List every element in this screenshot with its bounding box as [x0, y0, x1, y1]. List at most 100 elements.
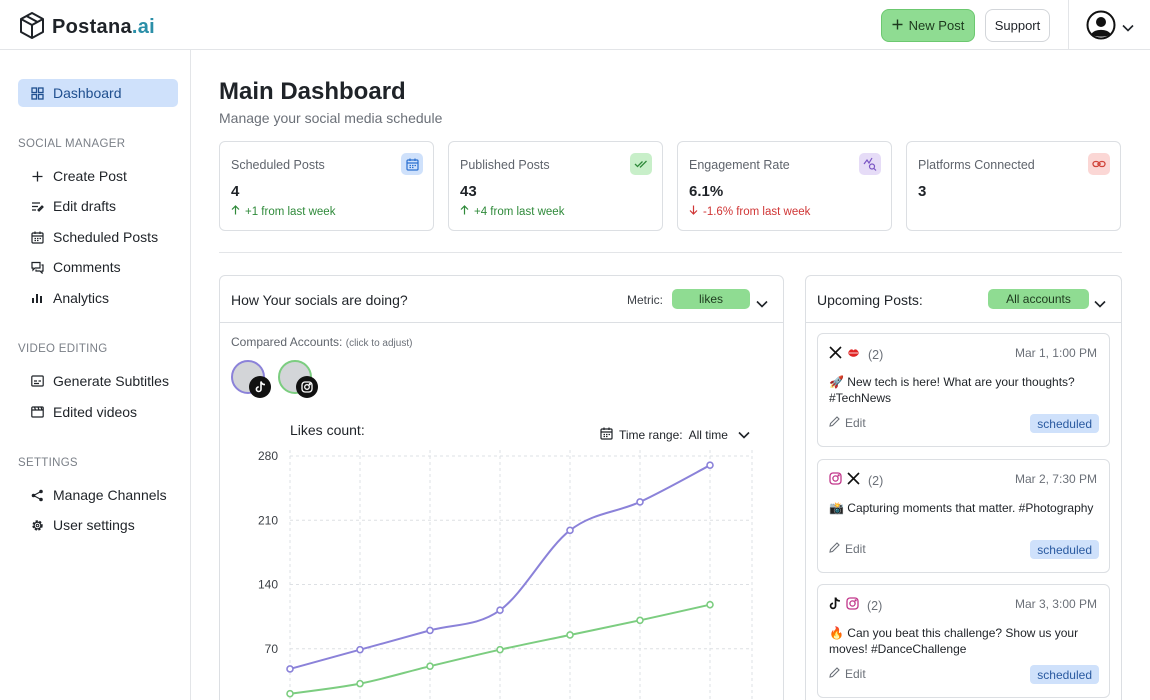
sidebar-item-label: Analytics — [53, 290, 110, 306]
accounts-filter-select[interactable]: All accounts — [988, 289, 1089, 309]
comments-icon — [30, 260, 44, 274]
post-account-count: (2) — [868, 474, 884, 488]
sidebar-item-generate-subtitles[interactable]: Generate Subtitles — [18, 367, 178, 395]
pencil-icon — [829, 542, 840, 556]
series-point-0 — [706, 461, 714, 469]
sidebar-item-user-settings[interactable]: User settings — [18, 511, 178, 539]
metric-label: Metric: — [627, 293, 663, 307]
series-point-0 — [496, 606, 504, 614]
chevron-down-icon[interactable] — [1094, 295, 1106, 313]
x-icon — [847, 472, 860, 490]
plus-icon — [30, 169, 44, 183]
sidebar-item-dashboard[interactable]: Dashboard — [18, 79, 178, 107]
section-divider — [219, 252, 1122, 253]
stat-label: Platforms Connected — [918, 158, 1035, 172]
sidebar-item-create-post[interactable]: Create Post — [18, 162, 178, 190]
sidebar-section-video: VIDEO EDITING — [18, 343, 108, 355]
series-point-1 — [286, 689, 294, 698]
plus-icon — [892, 18, 903, 33]
series-point-1 — [426, 662, 434, 670]
tiktok-icon — [829, 597, 841, 615]
sidebar-item-manage-channels[interactable]: Manage Channels — [18, 481, 178, 509]
post-account-count: (2) — [868, 348, 884, 362]
chevron-down-icon — [738, 428, 750, 442]
sidebar: Dashboard SOCIAL MANAGER Create Post Edi… — [0, 50, 191, 700]
likes-line-chart: 280 210 140 70 — [258, 449, 753, 700]
stat-label: Engagement Rate — [689, 158, 790, 172]
arrow-up-icon — [460, 205, 469, 218]
sidebar-item-comments[interactable]: Comments — [18, 253, 178, 281]
box-logo-icon — [18, 11, 46, 44]
stat-label: Published Posts — [460, 158, 550, 172]
post-edit-button[interactable]: Edit — [829, 667, 866, 681]
post-platforms: (2) — [829, 346, 883, 364]
post-account-count: (2) — [867, 599, 883, 613]
brand-logo[interactable]: Postana.ai — [18, 11, 155, 44]
sidebar-item-label: Manage Channels — [53, 487, 167, 503]
user-menu[interactable] — [1086, 10, 1134, 45]
double-check-icon — [630, 153, 652, 175]
support-button[interactable]: Support — [985, 9, 1050, 42]
time-range-label: Time range: — [619, 428, 683, 442]
tiktok-icon — [249, 376, 271, 398]
post-text: 📸 Capturing moments that matter. #Photog… — [829, 501, 1094, 515]
post-text: 🚀 New tech is here! What are your though… — [829, 375, 1075, 405]
post-edit-button[interactable]: Edit — [829, 416, 866, 430]
series-point-0 — [636, 498, 644, 506]
performance-panel: How Your socials are doing? Metric: like… — [219, 275, 784, 700]
post-card[interactable]: (2) Mar 3, 3:00 PM 🔥 Can you beat this c… — [817, 584, 1110, 698]
sidebar-item-scheduled-posts[interactable]: Scheduled Posts — [18, 223, 178, 251]
series-point-1 — [636, 616, 644, 625]
stat-value: 4 — [231, 183, 240, 200]
status-badge: scheduled — [1030, 414, 1099, 433]
calendar-icon — [401, 153, 423, 175]
post-card[interactable]: (2) Mar 1, 1:00 PM 🚀 New tech is here! W… — [817, 333, 1110, 447]
sidebar-item-label: Edited videos — [53, 404, 138, 420]
lips-icon — [847, 346, 860, 364]
sidebar-item-edit-drafts[interactable]: Edit drafts — [18, 192, 178, 220]
stat-value: 43 — [460, 183, 477, 200]
chevron-down-icon[interactable] — [756, 295, 768, 313]
pencil-icon — [829, 416, 840, 430]
post-edit-button[interactable]: Edit — [829, 542, 866, 556]
series-point-0 — [286, 665, 294, 673]
metric-select[interactable]: likes — [672, 289, 750, 309]
sidebar-item-edited-videos[interactable]: Edited videos — [18, 398, 178, 426]
edit-list-icon — [30, 199, 44, 213]
y-tick-label: 140 — [258, 578, 278, 592]
post-date: Mar 1, 1:00 PM — [1014, 346, 1097, 360]
post-text: 🔥 Can you beat this challenge? Show us y… — [829, 626, 1079, 656]
series-point-0 — [566, 526, 574, 535]
post-platforms: (2) — [829, 597, 882, 615]
performance-panel-header: How Your socials are doing? Metric: like… — [220, 276, 783, 323]
sidebar-item-label: Generate Subtitles — [53, 373, 169, 389]
new-post-button[interactable]: New Post — [881, 9, 975, 42]
stat-card-published: Published Posts 43 +4 from last week — [448, 141, 663, 231]
status-badge: scheduled — [1030, 540, 1099, 559]
page-title: Main Dashboard — [219, 78, 406, 105]
upcoming-posts-panel: Upcoming Posts: All accounts (2) Mar 1, … — [805, 275, 1122, 700]
bar-chart-icon — [30, 291, 44, 305]
header-divider — [1068, 0, 1069, 50]
analytics-search-icon — [859, 153, 881, 175]
user-avatar-icon — [1086, 10, 1116, 45]
subtitles-icon — [30, 374, 44, 388]
sidebar-item-label: Dashboard — [53, 85, 122, 101]
stat-value: 6.1% — [689, 183, 724, 200]
status-badge: scheduled — [1030, 665, 1099, 684]
film-icon — [30, 405, 44, 419]
performance-title: How Your socials are doing? — [231, 292, 408, 308]
link-icon — [1088, 153, 1110, 175]
post-card[interactable]: (2) Mar 2, 7:30 PM 📸 Capturing moments t… — [817, 459, 1110, 573]
time-range-select[interactable]: Time range: All time — [600, 427, 750, 443]
arrow-up-icon — [231, 205, 240, 218]
sidebar-item-analytics[interactable]: Analytics — [18, 284, 178, 312]
stat-change: -1.6% from last week — [689, 205, 810, 218]
stat-change: +4 from last week — [460, 205, 564, 218]
series-point-1 — [356, 679, 364, 688]
stat-card-engagement: Engagement Rate 6.1% -1.6% from last wee… — [677, 141, 892, 231]
sidebar-item-label: User settings — [53, 517, 135, 533]
share-icon — [30, 488, 44, 502]
calendar-icon — [30, 230, 44, 244]
sidebar-item-label: Scheduled Posts — [53, 229, 159, 245]
